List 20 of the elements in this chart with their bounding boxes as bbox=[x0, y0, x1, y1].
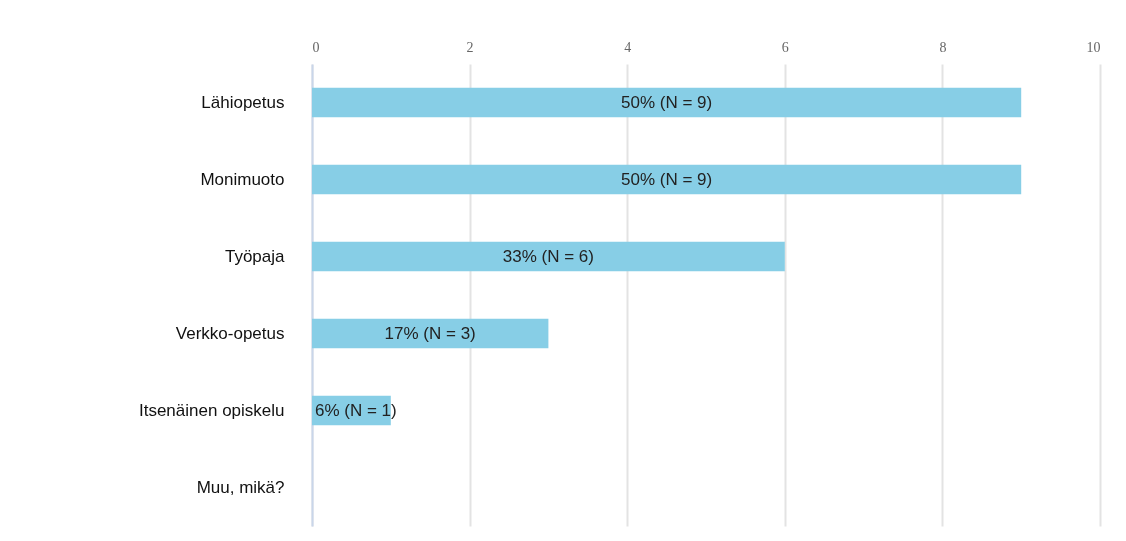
y-tick-label: Itsenäinen opiskelu bbox=[138, 400, 285, 420]
bar bbox=[312, 318, 549, 349]
bar bbox=[312, 87, 1022, 118]
x-tick-label: 10 bbox=[1086, 39, 1101, 55]
x-tick-label: 4 bbox=[624, 39, 632, 55]
y-tick-label: Muu, mikä? bbox=[196, 477, 285, 497]
bar bbox=[312, 241, 785, 272]
data-label: 50% (N = 9) bbox=[621, 169, 713, 189]
y-tick-label: Monimuoto bbox=[200, 169, 285, 189]
x-tick-label: 8 bbox=[939, 39, 947, 55]
y-tick-label: Verkko-opetus bbox=[175, 323, 285, 343]
x-tick-label: 0 bbox=[312, 39, 320, 55]
data-label: 50% (N = 9) bbox=[621, 92, 713, 112]
x-tick-label: 6 bbox=[781, 39, 789, 55]
x-tick-label: 2 bbox=[466, 39, 474, 55]
data-label: 17% (N = 3) bbox=[384, 323, 476, 343]
y-tick-label: Työpaja bbox=[224, 246, 286, 266]
bar bbox=[312, 164, 1022, 195]
y-tick-label: Lähiopetus bbox=[201, 92, 285, 112]
data-label: 33% (N = 6) bbox=[502, 246, 594, 266]
